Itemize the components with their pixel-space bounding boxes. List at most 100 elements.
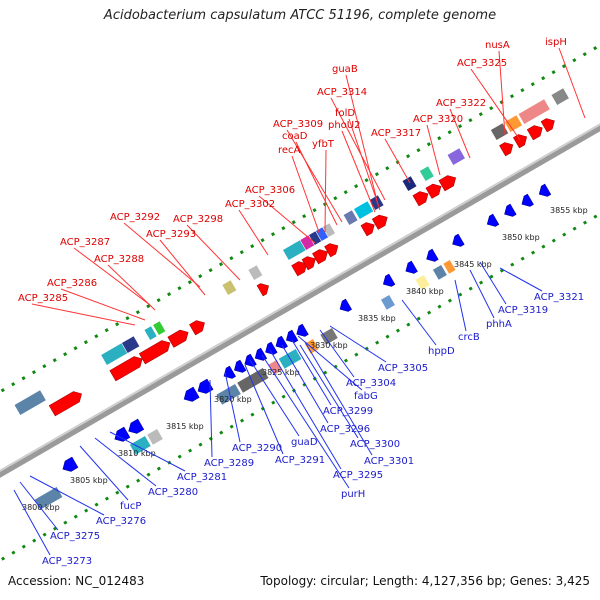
forward-leader-line bbox=[238, 209, 269, 256]
forward-gene-15 bbox=[438, 175, 457, 192]
tick-row-upper bbox=[21, 376, 26, 381]
tick-row-lower bbox=[198, 442, 203, 447]
forward-feature-17 bbox=[419, 165, 435, 182]
reverse-gene-label: ACP_3300 bbox=[350, 439, 400, 450]
forward-gene-label: ACP_3325 bbox=[457, 58, 507, 69]
forward-leader-line bbox=[123, 222, 201, 288]
forward-gene-5 bbox=[189, 320, 205, 336]
reverse-gene-label: ACP_3276 bbox=[96, 516, 146, 527]
tick-row-lower bbox=[208, 436, 213, 441]
tick-row-upper bbox=[426, 142, 431, 147]
reverse-gene-7 bbox=[234, 359, 247, 373]
tick-row-lower bbox=[479, 280, 484, 285]
reverse-leader-line bbox=[29, 475, 105, 516]
forward-gene-3 bbox=[138, 340, 171, 365]
reverse-gene-label: ACP_3301 bbox=[364, 456, 414, 467]
tick-row-upper bbox=[104, 328, 109, 333]
tick-row-upper bbox=[42, 364, 47, 369]
forward-gene-labels: nusA ispH ACP_3325 guaB ACP_3322 ACP_3314 folD… bbox=[18, 37, 586, 326]
reverse-feature-2 bbox=[129, 435, 152, 456]
reverse-leader-line bbox=[209, 379, 213, 458]
reverse-gene-label: phhA bbox=[486, 319, 512, 330]
tick-row-upper bbox=[218, 262, 224, 267]
reverse-gene-label: ACP_3319 bbox=[498, 305, 548, 316]
forward-feature-5 bbox=[152, 320, 167, 336]
forward-leader-line bbox=[426, 124, 441, 176]
forward-gene-label: ACP_3309 bbox=[273, 119, 323, 130]
forward-gene-label: ACP_3322 bbox=[436, 98, 486, 109]
forward-gene-17 bbox=[513, 134, 528, 149]
reverse-gene-17 bbox=[426, 248, 439, 262]
tick-row-upper bbox=[551, 70, 556, 75]
scale-tick-label: 3815 kbp bbox=[166, 422, 204, 431]
reverse-gene-label: ACP_3299 bbox=[323, 406, 373, 417]
reverse-leader-line bbox=[454, 279, 467, 332]
forward-leader-line bbox=[159, 239, 206, 296]
tick-row-lower bbox=[364, 346, 369, 351]
tick-row-lower bbox=[333, 364, 338, 369]
forward-gene-13 bbox=[412, 191, 429, 207]
forward-leader-line bbox=[449, 108, 471, 159]
tick-row-lower bbox=[94, 502, 99, 507]
forward-gene-label: ACP_3288 bbox=[94, 254, 144, 265]
reverse-gene-6 bbox=[223, 365, 236, 379]
scale-tick-label: 3825 kbp bbox=[262, 368, 300, 377]
reverse-leader-line bbox=[291, 339, 332, 406]
reverse-feature-13 bbox=[442, 259, 457, 275]
tick-row-lower bbox=[395, 328, 400, 333]
reverse-leader-line bbox=[499, 267, 543, 292]
tick-row-upper bbox=[208, 268, 213, 273]
tick-row-lower bbox=[582, 220, 588, 225]
tick-row-upper bbox=[52, 358, 57, 363]
tick-row-upper bbox=[447, 130, 452, 135]
tick-row-lower bbox=[188, 448, 193, 453]
tick-row-upper bbox=[73, 346, 78, 351]
reverse-leader-line bbox=[13, 489, 51, 556]
tick-row-upper bbox=[83, 340, 88, 345]
reverse-gene-label: ACP_3280 bbox=[148, 487, 198, 498]
tick-row-upper bbox=[281, 226, 286, 231]
forward-gene-label: nusA bbox=[485, 40, 510, 51]
forward-gene-8 bbox=[301, 256, 316, 271]
tick-row-upper bbox=[229, 256, 234, 261]
reverse-gene-label: crcB bbox=[458, 332, 480, 343]
tick-row-lower bbox=[104, 496, 110, 501]
scale-tick-label: 3835 kbp bbox=[358, 314, 396, 323]
forward-gene-label: coaD bbox=[282, 131, 308, 142]
tick-row-lower bbox=[489, 274, 494, 279]
tick-row-lower bbox=[530, 250, 536, 255]
tick-row-upper bbox=[509, 94, 515, 99]
reverse-feature-10 bbox=[380, 294, 396, 311]
reverse-gene-18 bbox=[452, 233, 465, 247]
tick-row-upper bbox=[416, 148, 421, 153]
reverse-gene-label: hppD bbox=[428, 346, 455, 357]
forward-leader-line bbox=[384, 138, 411, 184]
reverse-leader-line bbox=[297, 335, 363, 391]
tick-row-upper bbox=[406, 154, 411, 159]
tick-row-lower bbox=[572, 226, 577, 231]
scale-tick-label: 3830 kbp bbox=[310, 341, 348, 350]
tick-row-upper bbox=[250, 244, 255, 249]
scale-labels: 3800 kbp 3805 kbp 3810 kbp 3815 kbp 3820 kbp… bbox=[22, 206, 588, 512]
forward-leader-line bbox=[291, 155, 321, 236]
forward-gene-label: ACP_3292 bbox=[110, 212, 160, 223]
forward-gene-label: ACP_3293 bbox=[146, 229, 196, 240]
scale-tick-label: 3810 kbp bbox=[118, 449, 156, 458]
reverse-gene-20 bbox=[504, 203, 517, 217]
tick-row-lower bbox=[375, 340, 380, 345]
tick-row-lower bbox=[11, 550, 16, 555]
forward-gene-label: ACP_3320 bbox=[413, 114, 463, 125]
forward-gene-label: guaB bbox=[332, 64, 358, 75]
reverse-gene-19 bbox=[486, 213, 500, 227]
forward-leader-line bbox=[470, 68, 521, 141]
forward-leader-line bbox=[186, 224, 241, 281]
reverse-gene-label: ACP_3296 bbox=[320, 424, 370, 435]
genome-backbone-highlight bbox=[0, 87, 600, 510]
forward-gene-label: ACP_3302 bbox=[225, 199, 275, 210]
forward-leader-line bbox=[295, 141, 338, 226]
tick-row-upper bbox=[187, 280, 192, 285]
tick-row-lower bbox=[520, 256, 525, 261]
forward-gene-label: ACP_3306 bbox=[245, 185, 295, 196]
forward-gene-19 bbox=[540, 118, 555, 133]
forward-gene-12 bbox=[371, 214, 388, 230]
